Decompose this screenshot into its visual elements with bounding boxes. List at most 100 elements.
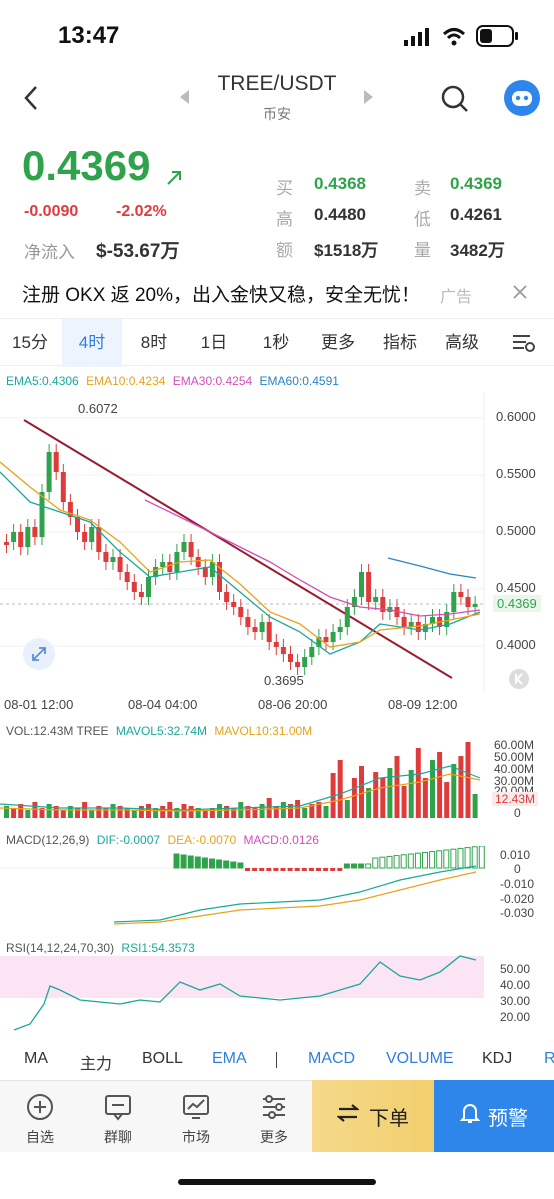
candle-body: [273, 642, 279, 647]
macd-bar: [287, 868, 293, 871]
volume-bar: [302, 808, 308, 818]
volume-bar: [288, 804, 293, 818]
tab-8h[interactable]: 8时: [140, 333, 168, 352]
sell-label: 卖: [414, 179, 431, 198]
indicator-rsi[interactable]: R: [544, 1050, 554, 1067]
volume-bar: [309, 804, 315, 818]
macd-bar: [379, 856, 386, 869]
watchlist-icon[interactable]: [26, 1093, 54, 1126]
volume-bar: [422, 778, 428, 818]
volume-bar: [224, 806, 230, 818]
tab-15m[interactable]: 15分: [12, 333, 48, 352]
candle-body: [444, 612, 450, 627]
scroll-latest-icon[interactable]: [508, 668, 530, 695]
high-marker-label: 0.6072: [78, 401, 118, 416]
macd-bar: [266, 868, 272, 871]
market-icon[interactable]: [182, 1093, 210, 1126]
indicator-volume[interactable]: VOLUME: [386, 1050, 454, 1067]
candle-body: [124, 572, 130, 582]
indicator-kdj[interactable]: KDJ: [482, 1050, 513, 1067]
macd-bar: [252, 868, 258, 871]
volume-bar: [430, 760, 435, 818]
volume-bar: [188, 806, 194, 818]
tab-advanced[interactable]: 高级: [445, 333, 479, 352]
prev-pair-icon[interactable]: [180, 90, 190, 109]
expand-chart-icon[interactable]: [22, 637, 56, 676]
nav-watchlist[interactable]: 自选: [26, 1129, 54, 1145]
volume-bar: [11, 808, 17, 818]
indicator-main-force[interactable]: 主力: [80, 1056, 113, 1073]
net-inflow-label: 净流入: [24, 243, 75, 262]
nav-more[interactable]: 更多: [260, 1129, 288, 1145]
candle-body: [39, 492, 45, 537]
candle-body: [60, 472, 66, 502]
candle-body: [451, 592, 457, 612]
volume-bar: [273, 806, 279, 818]
ema5-label: EMA5:0.4306: [6, 374, 79, 388]
macd-bar: [316, 868, 321, 871]
place-order-button[interactable]: 下单: [312, 1080, 434, 1152]
candle-body: [422, 624, 428, 632]
candle-body: [46, 452, 52, 492]
tab-4h[interactable]: 4时: [62, 319, 122, 367]
tab-1s[interactable]: 1秒: [262, 333, 290, 352]
volume-bar: [67, 806, 73, 818]
price-tick-0: 0.6000: [496, 409, 536, 424]
high-price: 0.4480: [314, 205, 366, 224]
net-inflow-value: $-53.67万: [96, 241, 180, 262]
pair-title[interactable]: TREE/USDT: [217, 72, 337, 95]
more-icon[interactable]: [260, 1093, 288, 1126]
candle-body: [138, 592, 144, 597]
group-chat-icon[interactable]: [104, 1093, 132, 1126]
macd-bar: [386, 855, 393, 869]
candle-body: [245, 617, 251, 627]
volume-bar: [4, 806, 9, 818]
candle-body: [366, 572, 372, 602]
candle-body: [316, 637, 322, 647]
nav-group-chat[interactable]: 群聊: [104, 1129, 132, 1145]
macd-bar: [450, 848, 457, 869]
macd-bar: [436, 850, 443, 869]
ad-tag: 广告: [440, 289, 473, 306]
tab-1d[interactable]: 1日: [200, 333, 228, 352]
close-ad-icon[interactable]: [512, 284, 528, 305]
rsi-legend: RSI(14,12,24,70,30) RSI1:54.3573: [6, 941, 195, 955]
indicator-ema[interactable]: EMA: [212, 1050, 247, 1067]
volume-bar: [373, 772, 379, 818]
volume-bar: [117, 806, 123, 818]
candle-body: [458, 592, 464, 597]
next-pair-icon[interactable]: [364, 90, 374, 109]
indicator-ma[interactable]: MA: [24, 1050, 48, 1067]
back-button[interactable]: [22, 84, 42, 117]
assistant-robot-icon[interactable]: [504, 80, 540, 121]
macd-bar: [358, 863, 365, 869]
macd-bar: [414, 852, 421, 869]
macd-bar: [180, 854, 187, 869]
candle-body: [472, 604, 478, 607]
candlestick-chart[interactable]: [0, 392, 554, 692]
nav-market[interactable]: 市场: [182, 1129, 210, 1145]
volume-bar: [295, 800, 301, 818]
chart-settings-icon[interactable]: [512, 333, 536, 358]
high-label: 高: [276, 210, 293, 229]
candle-body: [89, 527, 95, 542]
price-alert-button[interactable]: 预警: [434, 1080, 554, 1152]
candle-body: [174, 552, 180, 572]
ad-banner-text[interactable]: 注册 OKX 返 20%，出入金快又稳，安全无忧！: [22, 285, 420, 306]
vol-tick-zero: 0: [514, 806, 521, 820]
volume-bar: [131, 810, 137, 818]
candle-body: [153, 567, 159, 577]
macd-bar: [443, 849, 450, 869]
indicator-boll[interactable]: BOLL: [142, 1050, 183, 1067]
candle-body: [53, 452, 59, 472]
price-alert-label: 预警: [488, 1107, 528, 1130]
trend-arrow-icon: [166, 170, 182, 191]
search-icon[interactable]: [440, 84, 470, 119]
tab-indicators[interactable]: 指标: [383, 333, 417, 352]
macd-bar: [209, 858, 215, 869]
buy-price: 0.4368: [314, 174, 366, 193]
macd-bar: [330, 868, 336, 871]
rsi1-value: RSI1:54.3573: [121, 941, 195, 955]
tab-more[interactable]: 更多: [321, 333, 355, 352]
indicator-macd[interactable]: MACD: [308, 1050, 356, 1067]
